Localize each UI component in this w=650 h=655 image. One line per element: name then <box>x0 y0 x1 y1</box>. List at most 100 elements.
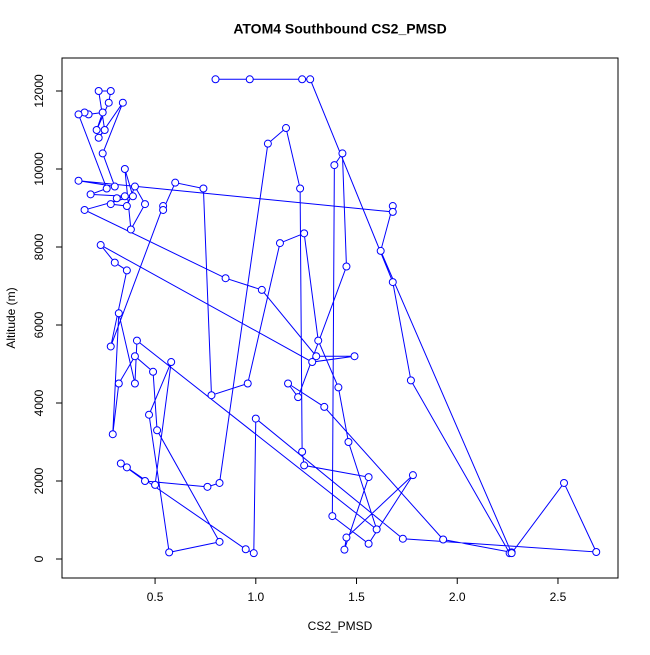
x-tick-label: 0.5 <box>147 590 164 604</box>
data-point <box>167 358 176 367</box>
data-point <box>149 367 158 376</box>
data-point <box>92 125 101 134</box>
plot-frame <box>61 57 619 579</box>
data-point <box>263 139 272 148</box>
y-tick-label: 8000 <box>32 233 46 260</box>
data-point <box>334 383 343 392</box>
data-point <box>298 75 307 84</box>
data-point <box>74 110 83 119</box>
data-point <box>249 549 258 558</box>
data-point <box>376 246 385 255</box>
data-point <box>314 336 323 345</box>
data-point <box>215 478 224 487</box>
data-point <box>211 75 220 84</box>
data-point <box>104 98 113 107</box>
data-point <box>108 430 117 439</box>
data-point <box>306 75 315 84</box>
data-point <box>507 549 516 558</box>
data-point <box>145 410 154 419</box>
data-point <box>165 548 174 557</box>
data-point <box>308 358 317 367</box>
y-tick-label: 6000 <box>32 311 46 338</box>
data-point <box>140 477 149 486</box>
data-point <box>294 393 303 402</box>
data-point <box>372 525 381 534</box>
data-point <box>80 205 89 214</box>
data-point <box>282 124 291 133</box>
data-point <box>320 402 329 411</box>
data-point <box>94 86 103 95</box>
data-point <box>406 376 415 385</box>
data-point <box>106 200 115 209</box>
data-point <box>98 149 107 158</box>
data-point <box>96 241 105 250</box>
data-point <box>171 178 180 187</box>
data-point <box>130 352 139 361</box>
data-point <box>122 463 131 472</box>
data-point <box>296 184 305 193</box>
data-point <box>388 278 397 287</box>
data-point <box>340 545 349 554</box>
data-point <box>328 512 337 521</box>
y-tick-label: 0 <box>32 555 46 562</box>
data-point <box>74 176 83 185</box>
y-tick-label: 2000 <box>32 467 46 494</box>
data-point <box>560 478 569 487</box>
data-point <box>342 262 351 271</box>
data-point <box>98 108 107 117</box>
data-point <box>243 379 252 388</box>
chart-title: ATOM4 Southbound CS2_PMSD <box>233 21 446 37</box>
data-point <box>284 379 293 388</box>
data-point <box>439 535 448 544</box>
data-point <box>140 200 149 209</box>
data-point <box>257 285 266 294</box>
data-point <box>398 534 407 543</box>
data-point <box>241 545 250 554</box>
y-tick-label: 10000 <box>32 152 46 186</box>
data-point <box>122 202 131 211</box>
data-point <box>118 98 127 107</box>
data-point <box>130 379 139 388</box>
data-point <box>128 192 137 201</box>
data-point <box>592 547 601 556</box>
data-point <box>94 133 103 142</box>
data-point <box>112 194 121 203</box>
x-tick-label: 1.0 <box>247 590 264 604</box>
data-point <box>110 258 119 267</box>
data-point <box>300 229 309 238</box>
data-point <box>130 182 139 191</box>
data-point <box>120 192 129 201</box>
data-point <box>110 182 119 191</box>
y-tick-label: 12000 <box>32 74 46 108</box>
data-point <box>221 274 230 283</box>
data-point <box>151 480 160 489</box>
x-tick-label: 2.5 <box>550 590 567 604</box>
y-axis-label: Altitude (m) <box>4 287 18 348</box>
data-point <box>364 539 373 548</box>
data-point <box>86 190 95 199</box>
data-point <box>207 391 216 400</box>
data-point <box>275 239 284 248</box>
data-point <box>116 459 125 468</box>
data-point <box>338 149 347 158</box>
data-point <box>312 352 321 361</box>
x-tick-label: 1.5 <box>348 590 365 604</box>
data-point <box>342 533 351 542</box>
data-point <box>153 426 162 435</box>
data-point <box>100 125 109 134</box>
data-point <box>132 336 141 345</box>
data-point <box>203 482 212 491</box>
data-point <box>298 447 307 456</box>
y-tick-label: 4000 <box>32 389 46 416</box>
data-point <box>344 438 353 447</box>
data-point <box>408 471 417 480</box>
data-point <box>300 461 309 470</box>
data-point <box>215 537 224 546</box>
data-point <box>199 184 208 193</box>
data-point <box>102 184 111 193</box>
data-point <box>114 309 123 318</box>
data-point <box>350 352 359 361</box>
data-point <box>114 379 123 388</box>
